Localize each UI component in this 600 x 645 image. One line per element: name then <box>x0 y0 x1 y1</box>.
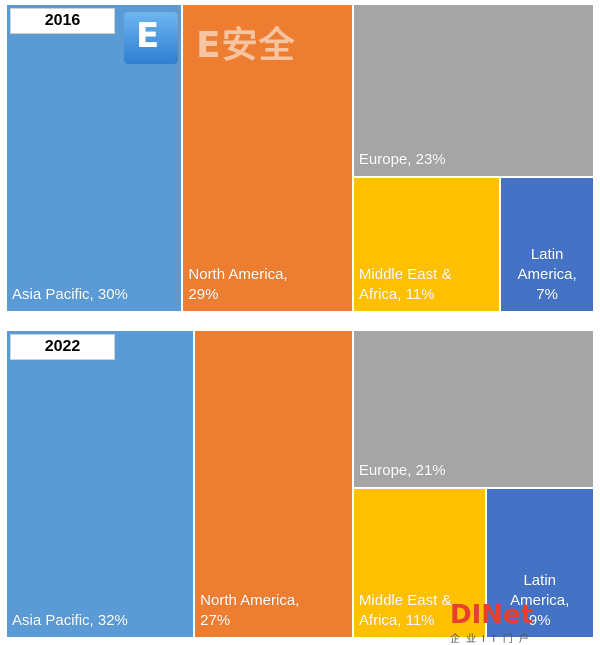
treemap-2022: Latin America, 9% Middle East & Africa, 1… <box>6 330 594 638</box>
treemap-tile-europe: Europe, 23% <box>353 5 593 176</box>
treemap-tile-europe: Europe, 21% <box>353 331 593 487</box>
treemap-2016: Latin America, 7% Middle East & Africa, 1… <box>6 4 594 312</box>
e-logo-icon: E <box>124 12 178 64</box>
dinet-subtext: 企业IT门户 <box>450 634 535 645</box>
tile-label-europe: Europe, 21% <box>358 461 446 479</box>
tile-label-europe: Europe, 23% <box>358 150 446 168</box>
dinet-wordmark: DINet <box>450 600 534 630</box>
tile-label-asia-pacific: Asia Pacific, 32% <box>12 612 128 629</box>
dinet-watermark: DINet 企业IT门户 <box>450 600 534 645</box>
tile-label-middle-east-and-africa: Middle East & Africa, 11% <box>358 591 452 629</box>
treemap-tile-north-america: North America, 29% <box>183 5 352 311</box>
tile-label-north-america: North America, 29% <box>188 266 288 303</box>
treemap-tile-north-america: North America, 27% <box>195 331 352 637</box>
treemap-tile-asia-pacific: Asia Pacific, 32% <box>7 331 194 637</box>
treemap-tile-latin-america: Latin America, 7% <box>501 177 593 311</box>
tile-label-latin-america: Latin America, 9% <box>510 571 570 629</box>
year-label-2022: 2022 <box>10 334 115 360</box>
tile-label-latin-america: Latin America, 7% <box>517 245 577 303</box>
tile-label-asia-pacific: Asia Pacific, 30% <box>12 286 128 303</box>
treemap-tile-middle-east-and-africa: Middle East & Africa, 11% <box>353 488 485 637</box>
e-security-watermark: E安全 <box>196 25 296 66</box>
year-label-2016: 2016 <box>10 8 115 34</box>
tile-label-middle-east-and-africa: Middle East & Africa, 11% <box>358 265 452 303</box>
treemap-tile-latin-america: Latin America, 9% <box>486 488 593 637</box>
tile-label-north-america: North America, 27% <box>200 592 300 629</box>
treemap-tile-middle-east-and-africa: Middle East & Africa, 11% <box>353 177 500 311</box>
